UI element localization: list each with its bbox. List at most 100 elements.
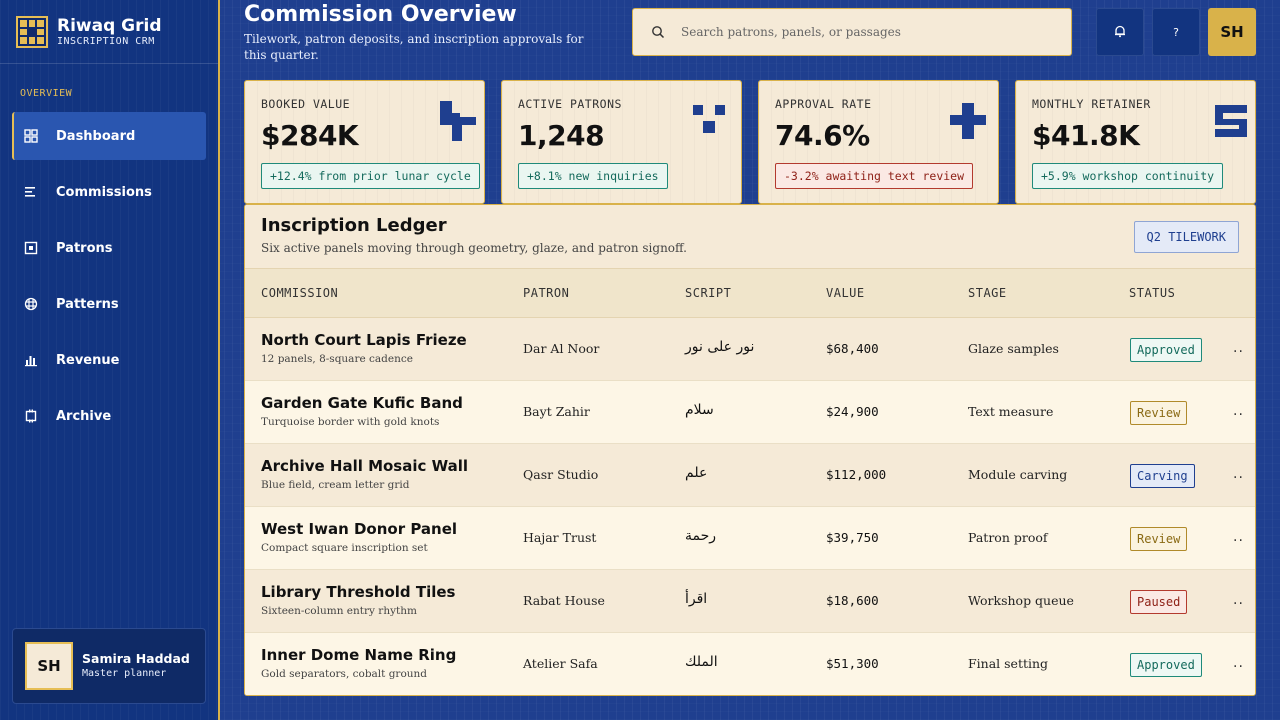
user-role: Master planner xyxy=(82,668,167,679)
kpi-value: $41.8K xyxy=(1032,119,1140,152)
script-text: اقرأ xyxy=(685,591,708,607)
patron-name: Hajar Trust xyxy=(523,530,597,545)
row-more-icon[interactable]: .. xyxy=(1233,340,1244,356)
kpi-delta: +12.4% from prior lunar cycle xyxy=(261,163,480,189)
patron-name: Qasr Studio xyxy=(523,467,599,482)
sidebar-item-revenue[interactable]: Revenue xyxy=(12,336,206,384)
tile-pattern-icon xyxy=(950,103,986,139)
column-header-commission[interactable]: COMMISSION xyxy=(261,286,339,300)
patron-name: Dar Al Noor xyxy=(523,341,600,356)
table-row[interactable]: Archive Hall Mosaic Wall Blue field, cre… xyxy=(245,444,1255,507)
patron-name: Bayt Zahir xyxy=(523,404,590,419)
avatar: SH xyxy=(1220,23,1244,41)
sidebar-item-label: Patrons xyxy=(56,240,113,256)
kpi-card-booked-value[interactable]: BOOKED VALUE $284K +12.4% from prior lun… xyxy=(244,80,485,204)
commission-name: North Court Lapis Frieze xyxy=(261,331,467,349)
sidebar-divider xyxy=(0,63,218,64)
row-more-icon[interactable]: .. xyxy=(1233,466,1244,482)
commission-value: $51,300 xyxy=(826,656,879,671)
brand-subtitle: INSCRIPTION CRM xyxy=(57,36,155,47)
status-badge: Approved xyxy=(1130,338,1202,362)
kpi-label: MONTHLY RETAINER xyxy=(1032,97,1151,111)
commission-stage: Text measure xyxy=(968,404,1054,419)
notifications-button[interactable] xyxy=(1096,8,1144,56)
patron-name: Rabat House xyxy=(523,593,605,608)
avatar: SH xyxy=(25,642,73,690)
commission-note: Sixteen-column entry rhythm xyxy=(261,605,417,617)
kpi-label: BOOKED VALUE xyxy=(261,97,351,111)
row-more-icon[interactable]: .. xyxy=(1233,592,1244,608)
status-badge: Paused xyxy=(1130,590,1188,614)
search-icon xyxy=(651,25,665,39)
search-bar[interactable] xyxy=(632,8,1072,56)
row-more-icon[interactable]: .. xyxy=(1233,403,1244,419)
row-more-icon[interactable]: .. xyxy=(1233,529,1244,545)
sidebar-item-label: Revenue xyxy=(56,352,120,368)
kpi-label: ACTIVE PATRONS xyxy=(518,97,622,111)
sidebar-item-archive[interactable]: Archive xyxy=(12,392,206,440)
commission-value: $68,400 xyxy=(826,341,879,356)
table-row[interactable]: Garden Gate Kufic Band Turquoise border … xyxy=(245,381,1255,444)
status-badge: Carving xyxy=(1130,464,1195,488)
patron-name: Atelier Safa xyxy=(523,656,598,671)
user-name: Samira Haddad xyxy=(82,651,190,666)
sidebar-item-label: Commissions xyxy=(56,184,152,200)
column-header-status[interactable]: STATUS xyxy=(1129,286,1176,300)
sidebar-item-patrons[interactable]: Patrons xyxy=(12,224,206,272)
table-row[interactable]: West Iwan Donor Panel Compact square ins… xyxy=(245,507,1255,570)
list-icon xyxy=(24,185,38,199)
script-text: رحمة xyxy=(685,528,717,544)
header-avatar-button[interactable]: SH xyxy=(1208,8,1256,56)
column-header-value[interactable]: VALUE xyxy=(826,286,865,300)
kpi-label: APPROVAL RATE xyxy=(775,97,872,111)
commission-stage: Glaze samples xyxy=(968,341,1059,356)
user-card[interactable]: SH Samira Haddad Master planner xyxy=(12,628,206,704)
commission-value: $18,600 xyxy=(826,593,879,608)
commission-value: $24,900 xyxy=(826,404,879,419)
revenue-icon xyxy=(24,353,38,367)
column-header-patron[interactable]: PATRON xyxy=(523,286,570,300)
row-more-icon[interactable]: .. xyxy=(1233,655,1244,671)
script-text: سلام xyxy=(685,402,714,418)
pattern-icon xyxy=(24,297,38,311)
sidebar-item-dashboard[interactable]: Dashboard xyxy=(12,112,206,160)
kpi-value: 1,248 xyxy=(518,119,605,152)
script-text: نور على نور xyxy=(685,339,755,355)
script-text: الملك xyxy=(685,654,718,670)
kpi-card-monthly-retainer[interactable]: MONTHLY RETAINER $41.8K +5.9% workshop c… xyxy=(1015,80,1256,204)
table-header: COMMISSION PATRON SCRIPT VALUE STAGE STA… xyxy=(245,269,1255,318)
kpi-card-active-patrons[interactable]: ACTIVE PATRONS 1,248 +8.1% new inquiries xyxy=(501,80,742,204)
kpi-card-approval-rate[interactable]: APPROVAL RATE 74.6% -3.2% awaiting text … xyxy=(758,80,999,204)
sidebar-item-label: Patterns xyxy=(56,296,119,312)
table-row[interactable]: Inner Dome Name Ring Gold separators, co… xyxy=(245,633,1255,695)
dashboard-icon xyxy=(24,129,38,143)
help-button[interactable]: ? xyxy=(1152,8,1200,56)
column-header-script[interactable]: SCRIPT xyxy=(685,286,732,300)
table-row[interactable]: North Court Lapis Frieze 12 panels, 8-sq… xyxy=(245,318,1255,381)
column-header-stage[interactable]: STAGE xyxy=(968,286,1007,300)
sidebar-item-patterns[interactable]: Patterns xyxy=(12,280,206,328)
quarter-filter-button[interactable]: Q2 TILEWORK xyxy=(1133,221,1239,253)
brand[interactable]: Riwaq Grid INSCRIPTION CRM xyxy=(16,16,162,48)
tile-pattern-icon xyxy=(1215,105,1247,137)
commission-note: Turquoise border with gold knots xyxy=(261,416,440,428)
commission-name: Inner Dome Name Ring xyxy=(261,646,457,664)
table-row[interactable]: Library Threshold Tiles Sixteen-column e… xyxy=(245,570,1255,633)
status-badge: Review xyxy=(1130,527,1188,551)
commission-stage: Patron proof xyxy=(968,530,1048,545)
commission-value: $39,750 xyxy=(826,530,879,545)
archive-icon xyxy=(24,409,38,423)
kpi-value: $284K xyxy=(261,119,359,152)
status-badge: Approved xyxy=(1130,653,1202,677)
ledger-header: Inscription Ledger Six active panels mov… xyxy=(245,205,1255,269)
search-input[interactable] xyxy=(681,25,1061,39)
ledger-subtitle: Six active panels moving through geometr… xyxy=(261,241,687,255)
kpi-delta: +5.9% workshop continuity xyxy=(1032,163,1224,189)
commission-name: Archive Hall Mosaic Wall xyxy=(261,457,469,475)
commission-name: West Iwan Donor Panel xyxy=(261,520,458,538)
commission-note: Compact square inscription set xyxy=(261,542,428,554)
sidebar-item-label: Archive xyxy=(56,408,112,424)
sidebar-item-commissions[interactable]: Commissions xyxy=(12,168,206,216)
page-subtitle: Tilework, patron deposits, and inscripti… xyxy=(244,32,584,62)
script-text: علم xyxy=(685,465,708,481)
